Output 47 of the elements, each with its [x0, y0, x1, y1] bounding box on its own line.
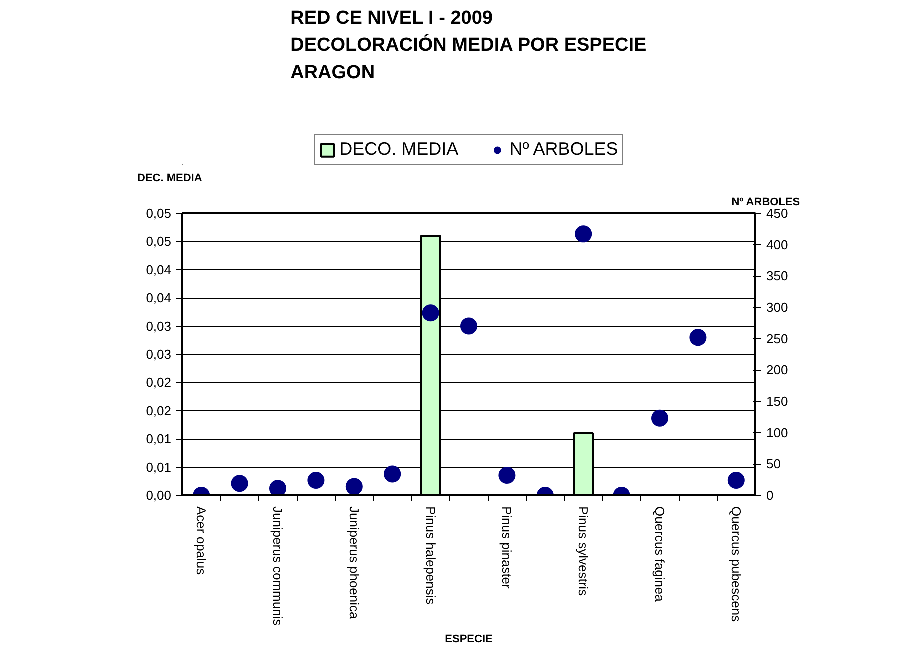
point [231, 475, 248, 492]
y-tick-label: 0,00 [146, 488, 172, 503]
y-tick-label: 0,01 [146, 432, 172, 447]
point [498, 466, 516, 484]
point [384, 466, 402, 483]
legend-label: DECO. MEDIA [340, 139, 459, 160]
y2-tick-label: 100 [766, 425, 788, 440]
point [728, 472, 745, 489]
y2-tick-label: 350 [766, 268, 788, 284]
y-tick-label: 0,01 [146, 460, 172, 475]
y-tick-label: 0,05 [146, 206, 172, 221]
point [422, 304, 440, 322]
point [690, 329, 707, 346]
point [346, 478, 363, 496]
x-tick-label: Quercus faginea [652, 506, 668, 603]
y-tick-label: 0,03 [146, 347, 172, 362]
x-tick-label: Acer opalus [194, 506, 210, 576]
y2-tick-label: 50 [766, 456, 781, 472]
y-tick-label: 0,02 [146, 375, 172, 390]
y-axis-title: DEC. MEDIA [138, 172, 202, 184]
y2-tick-label: 150 [766, 394, 788, 409]
point [308, 472, 325, 489]
point [652, 410, 668, 427]
y2-tick-label: 300 [766, 300, 788, 315]
x-tick-label: Juniperus communis [270, 506, 286, 626]
y-tick-label: 0,04 [146, 290, 172, 306]
x-tick-label: Quercus pubescens [728, 506, 744, 623]
y-tick-label: 0,02 [146, 403, 172, 418]
x-tick-label: Pinus sylvestris [576, 506, 592, 597]
y2-tick-label: 450 [766, 206, 788, 221]
y2-tick-label: 0 [766, 488, 774, 503]
x-axis-title: ESPECIE [445, 634, 493, 646]
chart-title: RED CE NIVEL I - 2009 DECOLORACIÓN MEDIA POR ESPECIE ARAGON [290, 8, 647, 84]
x-tick-label: Pinus halepensis [423, 506, 438, 606]
point [460, 318, 478, 335]
y2-tick-label: 200 [766, 362, 788, 378]
y2-tick-label: 250 [766, 331, 788, 346]
y-tick-label: 0,05 [146, 234, 172, 250]
x-tick-label: Pinus pinaster [500, 506, 515, 590]
point [270, 480, 286, 496]
y-tick-label: 0,04 [146, 262, 172, 278]
legend-label: Nº ARBOLES [510, 139, 618, 160]
x-tick-label: Juniperus phoenica [346, 506, 362, 620]
y2-tick-label: 400 [766, 237, 788, 252]
point [575, 226, 592, 243]
y2-axis-title: Nº ARBOLES [732, 196, 800, 208]
y-tick-label: 0,03 [146, 318, 172, 334]
